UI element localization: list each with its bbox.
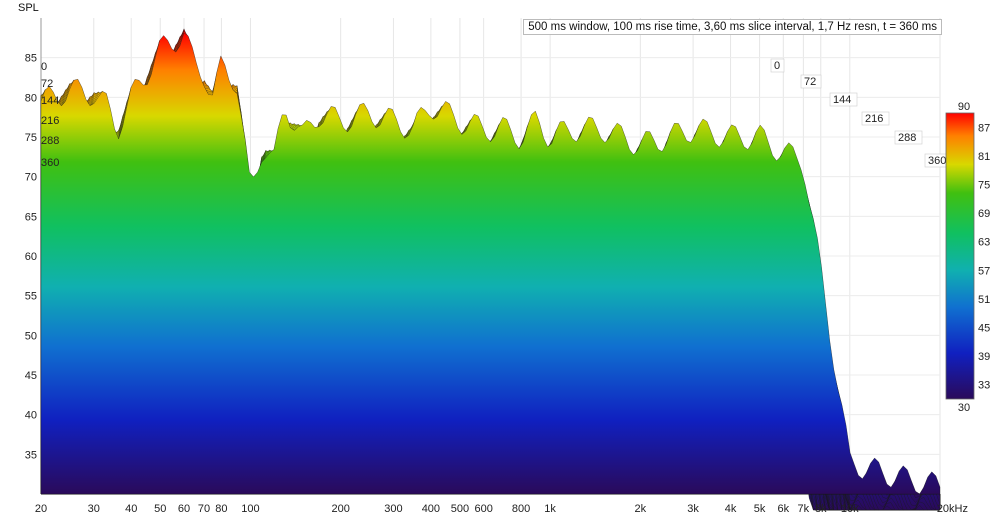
time-tick-label-left: 0 [41, 61, 47, 73]
y-tick-label: 75 [25, 132, 37, 144]
x-tick-label: 10k [841, 503, 859, 515]
colorbar: 90 87 81 75 69 63 57 51 45 39 33 30 [945, 101, 990, 414]
time-tick-label: 144 [833, 94, 851, 106]
x-tick-label: 300 [384, 503, 402, 515]
y-tick-label: 65 [25, 211, 37, 223]
y-tick-label: 55 [25, 291, 37, 303]
y-tick-label: 45 [25, 370, 37, 382]
time-tick-label-left: 72 [41, 78, 53, 90]
x-tick-label: 2k [635, 503, 647, 515]
x-tick-label: 8k [815, 503, 827, 515]
x-tick-label: 50 [154, 503, 166, 515]
y-tick-label: 80 [25, 92, 37, 104]
y-tick-label: 70 [25, 172, 37, 184]
x-tick-label: 20 [35, 503, 47, 515]
colorbar-tick-label: 81 [978, 151, 990, 163]
colorbar-tick-label: 63 [978, 237, 990, 249]
x-tick-label: 800 [512, 503, 530, 515]
colorbar-tick-label: 39 [978, 351, 990, 363]
time-tick-box [800, 74, 822, 89]
x-tick-label: 7k [798, 503, 810, 515]
colorbar-tick-label: 30 [958, 402, 970, 414]
time-tick-label: 72 [804, 76, 816, 88]
time-axis: 0 72 144 216 288 360 0 72 144 216 288 360 [41, 58, 953, 169]
x-tick-label: 5k [754, 503, 766, 515]
time-tick-label-left: 360 [41, 157, 59, 169]
x-tick-label: 500 [451, 503, 469, 515]
y-tick-label: 85 [25, 53, 37, 65]
x-tick-label: 3k [687, 503, 699, 515]
time-tick-label-left: 216 [41, 115, 59, 127]
colorbar-tick-label: 87 [978, 122, 990, 134]
x-tick-label: 20kHz [937, 503, 968, 515]
waterfall-slice [40, 32, 941, 495]
time-tick-label: 216 [865, 113, 883, 125]
colorbar-tick-label: 57 [978, 265, 990, 277]
waterfall-slices [40, 28, 941, 511]
x-tick-label: 200 [331, 503, 349, 515]
time-tick-box [861, 111, 890, 126]
time-tick-label: 360 [928, 155, 946, 167]
y-axis: 35 40 45 50 55 60 65 70 75 80 85 [25, 53, 37, 462]
time-tick-label-left: 144 [41, 95, 59, 107]
time-tick-box [894, 130, 923, 145]
analysis-info-label: 500 ms window, 100 ms rise time, 3,60 ms… [523, 19, 942, 35]
x-tick-label: 400 [422, 503, 440, 515]
colorbar-tick-label: 75 [978, 180, 990, 192]
colorbar-tick-label: 45 [978, 323, 990, 335]
y-tick-label: 40 [25, 410, 37, 422]
x-tick-label: 4k [725, 503, 737, 515]
time-tick-box [770, 58, 785, 73]
x-tick-label: 40 [125, 503, 137, 515]
x-tick-label: 60 [178, 503, 190, 515]
x-tick-label: 600 [474, 503, 492, 515]
y-tick-label: 60 [25, 251, 37, 263]
time-tick-box [829, 92, 858, 107]
colorbar-tick-label: 90 [958, 101, 970, 113]
x-tick-label: 1k [544, 503, 556, 515]
time-tick-label: 0 [774, 60, 780, 72]
y-axis-label: SPL [18, 2, 39, 14]
colorbar-tick-label: 51 [978, 294, 990, 306]
x-tick-label: 30 [88, 503, 100, 515]
x-tick-label: 100 [241, 503, 259, 515]
x-tick-label: 70 [198, 503, 210, 515]
x-tick-label: 6k [777, 503, 789, 515]
colorbar-gradient [945, 112, 975, 400]
x-tick-label: 80 [215, 503, 227, 515]
colorbar-tick-label: 69 [978, 208, 990, 220]
time-tick-label: 288 [898, 132, 916, 144]
y-tick-label: 50 [25, 330, 37, 342]
colorbar-tick-label: 33 [978, 380, 990, 392]
x-axis: 20 30 40 50 60 70 80 100 200 300 400 500 600 800 1k 2k 3… [35, 503, 968, 515]
time-tick-label-left: 288 [41, 135, 59, 147]
y-tick-label: 35 [25, 449, 37, 461]
